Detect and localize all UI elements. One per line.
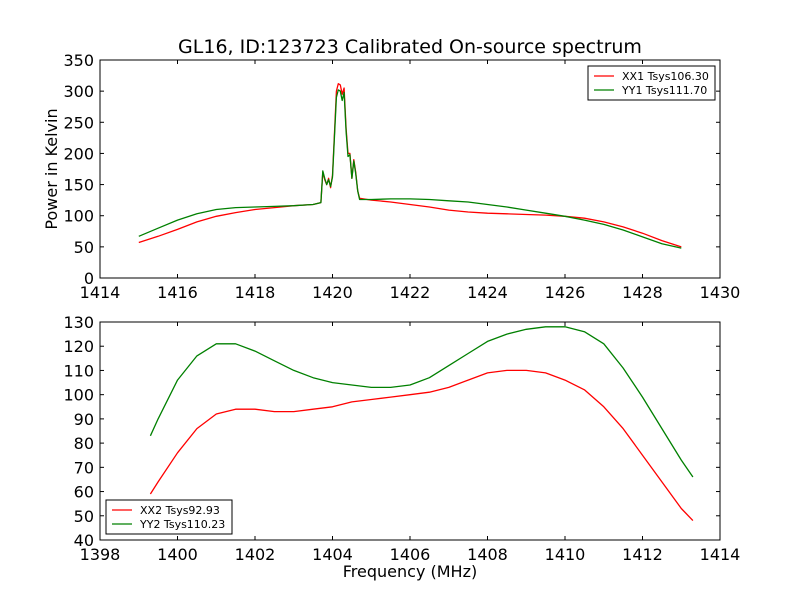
x-tick-label: 1402: [235, 545, 276, 564]
y-tick-label: 300: [63, 82, 94, 101]
legend-box: [587, 65, 716, 101]
y-tick-label: 150: [63, 176, 94, 195]
y-tick-label: 100: [63, 207, 94, 226]
x-tick-label: 1428: [622, 283, 663, 302]
y-tick-label: 90: [74, 410, 94, 429]
y-tick-label: 250: [63, 113, 94, 132]
y-tick-label: 110: [63, 361, 94, 380]
x-tick-label: 1404: [312, 545, 353, 564]
series-line-1-1: [138, 83, 682, 248]
series-line-1-2: [138, 89, 682, 249]
series-line-2-1: [149, 369, 694, 522]
x-tick-label: 1406: [390, 545, 431, 564]
x-axis-title: Frequency (MHz): [343, 562, 477, 581]
x-tick-label: 1420: [312, 283, 353, 302]
legend-label: XX2 Tsys92.93: [140, 504, 220, 517]
x-tick-label: 1412: [622, 545, 663, 564]
figure-title: GL16, ID:123723 Calibrated On-source spe…: [178, 36, 642, 58]
x-tick-label: 1418: [235, 283, 276, 302]
x-tick-label: 1430: [700, 283, 741, 302]
chart-panel-2: 1398 1400 1402 1404 1406 1408 1410 1412 1414 40 50…: [63, 313, 740, 581]
y-tick-label: 50: [74, 238, 94, 257]
x-tick-label: 1414: [80, 283, 121, 302]
y-tick-label: 60: [74, 483, 94, 502]
chart-panel-1: 1414 1416 1418 1420 1422 1424 1426 1428 1430 0 50 1…: [42, 51, 740, 302]
x-tick-label: 1416: [157, 283, 198, 302]
x-tick-label: 1414: [700, 545, 741, 564]
legend-label: YY1 Tsys111.70: [621, 84, 707, 97]
y-tick-label: 350: [63, 51, 94, 70]
x-tick-label: 1426: [545, 283, 586, 302]
y-tick-label: 80: [74, 434, 94, 453]
y-tick-label: 40: [74, 531, 94, 550]
y-tick-label: 70: [74, 458, 94, 477]
x-tick-label: 1398: [80, 545, 121, 564]
x-tick-label: 1408: [467, 545, 508, 564]
y-tick-label: 100: [63, 386, 94, 405]
x-tick-label: 1424: [467, 283, 508, 302]
series-line-2-2: [149, 326, 694, 478]
x-tick-label: 1422: [390, 283, 431, 302]
legend-label: XX1 Tsys106.30: [622, 70, 709, 83]
legend-label: YY2 Tsys110.23: [139, 518, 225, 531]
y-axis-title: Power in Kelvin: [42, 108, 61, 229]
y-tick-label: 50: [74, 507, 94, 526]
x-tick-label: 1410: [545, 545, 586, 564]
y-tick-label: 130: [63, 313, 94, 332]
y-tick-label: 0: [84, 269, 94, 288]
x-tick-label: 1400: [157, 545, 198, 564]
y-tick-label: 120: [63, 337, 94, 356]
y-tick-label: 200: [63, 144, 94, 163]
legend-box: [105, 499, 233, 535]
